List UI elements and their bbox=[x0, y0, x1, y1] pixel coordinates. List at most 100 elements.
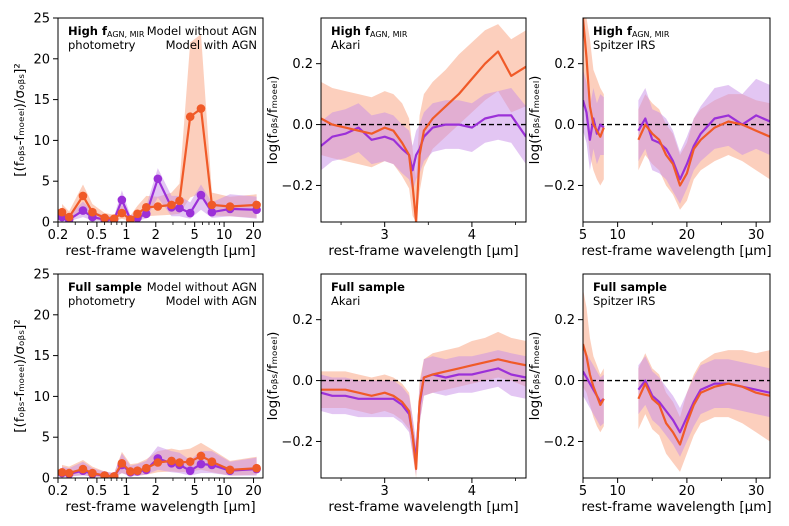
legend-with-agn: Model with AGN bbox=[166, 38, 257, 52]
axes-frame bbox=[57, 273, 264, 479]
data-point-without-agn bbox=[88, 468, 97, 478]
data-point-without-agn bbox=[167, 456, 176, 466]
series-line-without-agn-0 bbox=[321, 358, 526, 470]
y-tick-label: 0.0 bbox=[554, 118, 575, 133]
chart-panel-p11: 3 4 −0.2 0.0 0.2 rest-frame wavelength [μm] lo… bbox=[265, 273, 527, 515]
data-point-without-agn bbox=[78, 191, 88, 201]
x-tick-label: 5 bbox=[579, 484, 587, 499]
panel-title: Full sample bbox=[593, 280, 667, 294]
panel-title: High fAGN, MIR bbox=[331, 24, 408, 39]
panel-subtitle: Akari bbox=[331, 294, 360, 308]
x-tick-label: 10 bbox=[609, 484, 626, 499]
x-tick-label: 0.2 bbox=[48, 484, 69, 499]
y-tick-label: 20 bbox=[33, 308, 50, 323]
data-point-without-agn bbox=[207, 200, 217, 210]
axes-frame bbox=[57, 17, 264, 223]
data-point-without-agn bbox=[252, 463, 261, 473]
y-tick-label: 25 bbox=[33, 12, 50, 27]
band-with-agn-0 bbox=[321, 350, 526, 475]
y-axis-label: log(fₒᵦₛ/fₘₒₑₑₗ) bbox=[527, 76, 543, 165]
data-point-without-agn bbox=[78, 464, 88, 474]
y-tick-label: −0.2 bbox=[543, 179, 575, 194]
data-point-without-agn bbox=[252, 200, 261, 210]
data-point-with-agn bbox=[78, 206, 88, 215]
y-tick-label: 10 bbox=[33, 134, 50, 149]
data-point-without-agn bbox=[196, 451, 206, 461]
series-line-without-agn-1 bbox=[637, 382, 770, 446]
x-tick-label: 5 bbox=[579, 228, 587, 243]
y-tick-label: 0.0 bbox=[292, 118, 313, 133]
y-tick-label: 0.2 bbox=[292, 57, 313, 72]
y-tick-label: 20 bbox=[33, 52, 50, 67]
band-with-agn-1 bbox=[638, 78, 770, 204]
x-tick-label: 4 bbox=[468, 484, 476, 499]
x-tick-label: 0.5 bbox=[87, 228, 108, 243]
data-point-without-agn bbox=[141, 463, 151, 473]
legend-with-agn: Model with AGN bbox=[166, 294, 257, 308]
y-tick-label: 15 bbox=[33, 349, 50, 364]
y-tick-label: 0.0 bbox=[554, 374, 575, 389]
panel-subtitle: Akari bbox=[331, 38, 360, 52]
y-tick-label: 5 bbox=[42, 175, 50, 190]
chart-panel-p12: 5 10 20 30 −0.2 0.0 0.2 rest-frame wavelength [… bbox=[527, 273, 772, 515]
data-point-without-agn bbox=[185, 457, 195, 466]
data-point-with-agn bbox=[175, 203, 184, 213]
series-line-with-agn-0 bbox=[583, 99, 605, 141]
y-tick-label: 0.2 bbox=[554, 313, 575, 328]
data-point-with-agn bbox=[196, 190, 206, 200]
y-axis-label: [(fₒᵦₛ-fₘₒₑₑₗ)/σₒᵦₛ]² bbox=[12, 319, 28, 433]
y-tick-label: 5 bbox=[42, 431, 50, 446]
series-line-without-agn-0 bbox=[583, 343, 605, 406]
data-point-without-agn bbox=[153, 202, 163, 211]
data-point-with-agn bbox=[153, 174, 163, 184]
x-tick-label: 30 bbox=[748, 484, 765, 499]
data-point-without-agn bbox=[175, 196, 184, 206]
data-point-without-agn bbox=[58, 207, 67, 217]
panel-subtitle: photometry bbox=[68, 38, 136, 52]
data-point-without-agn bbox=[64, 212, 74, 222]
legend-without-agn: Model without AGN bbox=[147, 24, 257, 38]
x-tick-label: 10 bbox=[609, 228, 626, 243]
y-tick-label: 0.2 bbox=[292, 313, 313, 328]
x-tick-label: 10 bbox=[216, 228, 233, 243]
panel-subtitle: Spitzer IRS bbox=[593, 38, 655, 52]
y-tick-label: 0.2 bbox=[554, 57, 575, 72]
data-point-without-agn bbox=[88, 207, 97, 217]
data-point-without-agn bbox=[133, 466, 142, 475]
data-point-with-agn bbox=[185, 208, 195, 218]
panel-subtitle: Spitzer IRS bbox=[593, 294, 655, 308]
x-tick-label: 10 bbox=[216, 484, 233, 499]
x-tick-label: 5 bbox=[191, 484, 199, 499]
data-point-without-agn bbox=[100, 471, 109, 478]
x-tick-label: 2 bbox=[152, 228, 160, 243]
plot-area bbox=[58, 442, 261, 478]
data-point-without-agn bbox=[64, 468, 74, 478]
band-with-agn-1 bbox=[638, 356, 770, 457]
data-point-without-agn bbox=[133, 209, 142, 219]
x-tick-label: 1 bbox=[122, 484, 130, 499]
plot-area bbox=[583, 18, 770, 210]
data-point-without-agn bbox=[109, 472, 119, 478]
data-point-with-agn bbox=[141, 209, 151, 219]
plot-area bbox=[321, 331, 526, 478]
data-point-without-agn bbox=[175, 458, 184, 467]
y-tick-label: 0.0 bbox=[292, 374, 313, 389]
x-axis-label: rest-frame wavelength [μm] bbox=[328, 499, 518, 515]
x-tick-label: 3 bbox=[381, 228, 389, 243]
plot-area bbox=[583, 289, 770, 472]
y-tick-label: 15 bbox=[33, 93, 50, 108]
data-point-without-agn bbox=[100, 213, 109, 222]
panel-title: High fAGN, MIR bbox=[68, 24, 145, 39]
x-tick-label: 3 bbox=[381, 484, 389, 499]
data-point-with-agn bbox=[196, 459, 206, 469]
y-tick-label: 25 bbox=[33, 268, 50, 283]
data-point-without-agn bbox=[126, 467, 135, 476]
data-point-without-agn bbox=[109, 214, 119, 222]
legend-without-agn: Model without AGN bbox=[147, 280, 257, 294]
chart-panel-p02: 5 10 20 30 −0.2 0.0 0.2 rest-frame wavelength [… bbox=[527, 17, 772, 259]
axes-frame bbox=[320, 273, 527, 479]
x-axis-label: rest-frame wavelength [μm] bbox=[328, 243, 518, 259]
